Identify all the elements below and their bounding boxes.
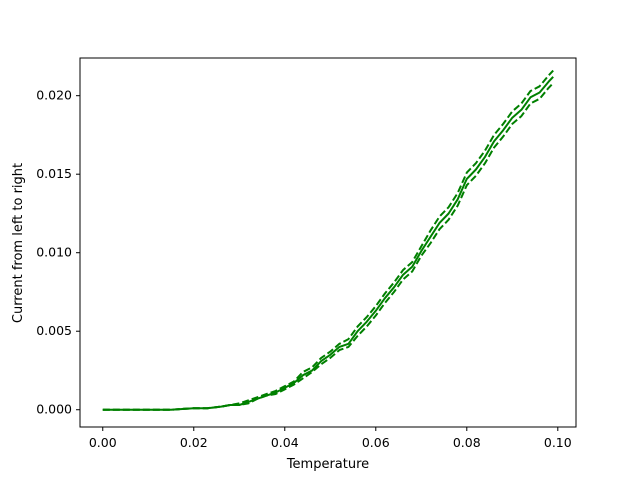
y-tick-label: 0.020	[36, 88, 72, 103]
y-tick-label: 0.000	[36, 402, 72, 417]
x-axis: 0.00 0.02 0.04 0.06 0.08 0.10	[89, 427, 572, 450]
series-layer	[102, 69, 554, 411]
y-axis-label: Current from left to right	[11, 163, 26, 323]
x-axis-label: Temperature	[286, 457, 369, 472]
x-tick-label: 0.02	[180, 435, 208, 450]
series-line-1	[102, 82, 554, 411]
x-tick-label: 0.08	[453, 435, 481, 450]
x-tick-label: 0.00	[89, 435, 117, 450]
x-tick-label: 0.06	[362, 435, 390, 450]
x-tick-label: 0.04	[271, 435, 299, 450]
y-tick-label: 0.005	[36, 323, 72, 338]
y-tick-label: 0.010	[36, 245, 72, 260]
x-tick-label: 0.10	[544, 435, 572, 450]
y-axis: 0.000 0.005 0.010 0.015 0.020	[36, 88, 80, 417]
plot-frame	[79, 57, 577, 428]
series-line-3	[102, 69, 554, 411]
y-tick-label: 0.015	[36, 166, 72, 181]
series-line-2	[102, 76, 554, 411]
